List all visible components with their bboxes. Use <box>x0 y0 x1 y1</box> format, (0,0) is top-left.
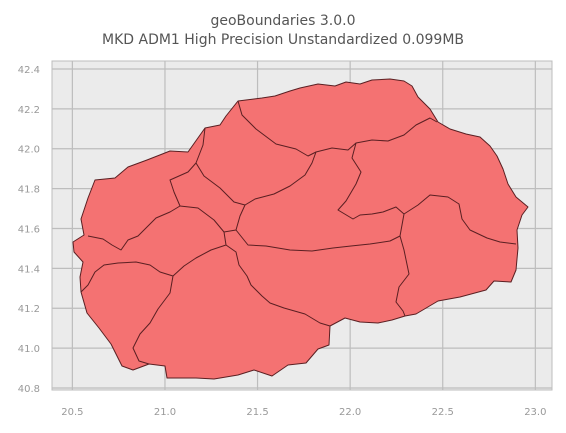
region-boundary <box>403 194 517 245</box>
map-title: geoBoundaries 3.0.0 <box>210 13 356 29</box>
region-boundary <box>337 142 405 237</box>
region-boundary <box>225 244 331 327</box>
region-boundary <box>235 229 410 317</box>
y-tick-label: 41.0 <box>18 344 40 355</box>
x-tick-label: 21.0 <box>154 407 176 418</box>
y-tick-label: 41.6 <box>18 224 40 235</box>
y-axis-ticks: 42.4 42.2 42.0 41.8 41.6 41.4 41.2 41.0 40.8 <box>18 65 40 395</box>
y-tick-label: 42.4 <box>18 65 40 76</box>
y-tick-label: 41.2 <box>18 304 40 315</box>
x-axis-ticks: 20.5 21.0 21.5 22.0 22.5 23.0 <box>61 407 546 418</box>
y-tick-label: 41.4 <box>18 264 40 275</box>
y-tick-label: 42.0 <box>18 145 40 156</box>
region-boundary <box>132 205 227 365</box>
map-subtitle: MKD ADM1 High Precision Unstandardized 0… <box>102 32 464 48</box>
region-boundary <box>244 151 317 206</box>
region-boundary <box>237 100 438 157</box>
x-tick-label: 22.0 <box>339 407 361 418</box>
adm1-regions <box>72 78 529 380</box>
country-outline <box>72 78 529 380</box>
y-tick-label: 42.2 <box>18 105 40 116</box>
x-tick-label: 22.5 <box>432 407 454 418</box>
region-boundary <box>195 127 246 233</box>
plot-frame <box>51 60 553 391</box>
x-tick-label: 23.0 <box>524 407 546 418</box>
region-boundary <box>87 162 197 251</box>
y-tick-label: 40.8 <box>18 384 40 395</box>
region-boundary <box>80 261 174 293</box>
x-tick-label: 20.5 <box>61 407 83 418</box>
x-tick-label: 21.5 <box>246 407 268 418</box>
y-tick-label: 41.8 <box>18 185 40 196</box>
